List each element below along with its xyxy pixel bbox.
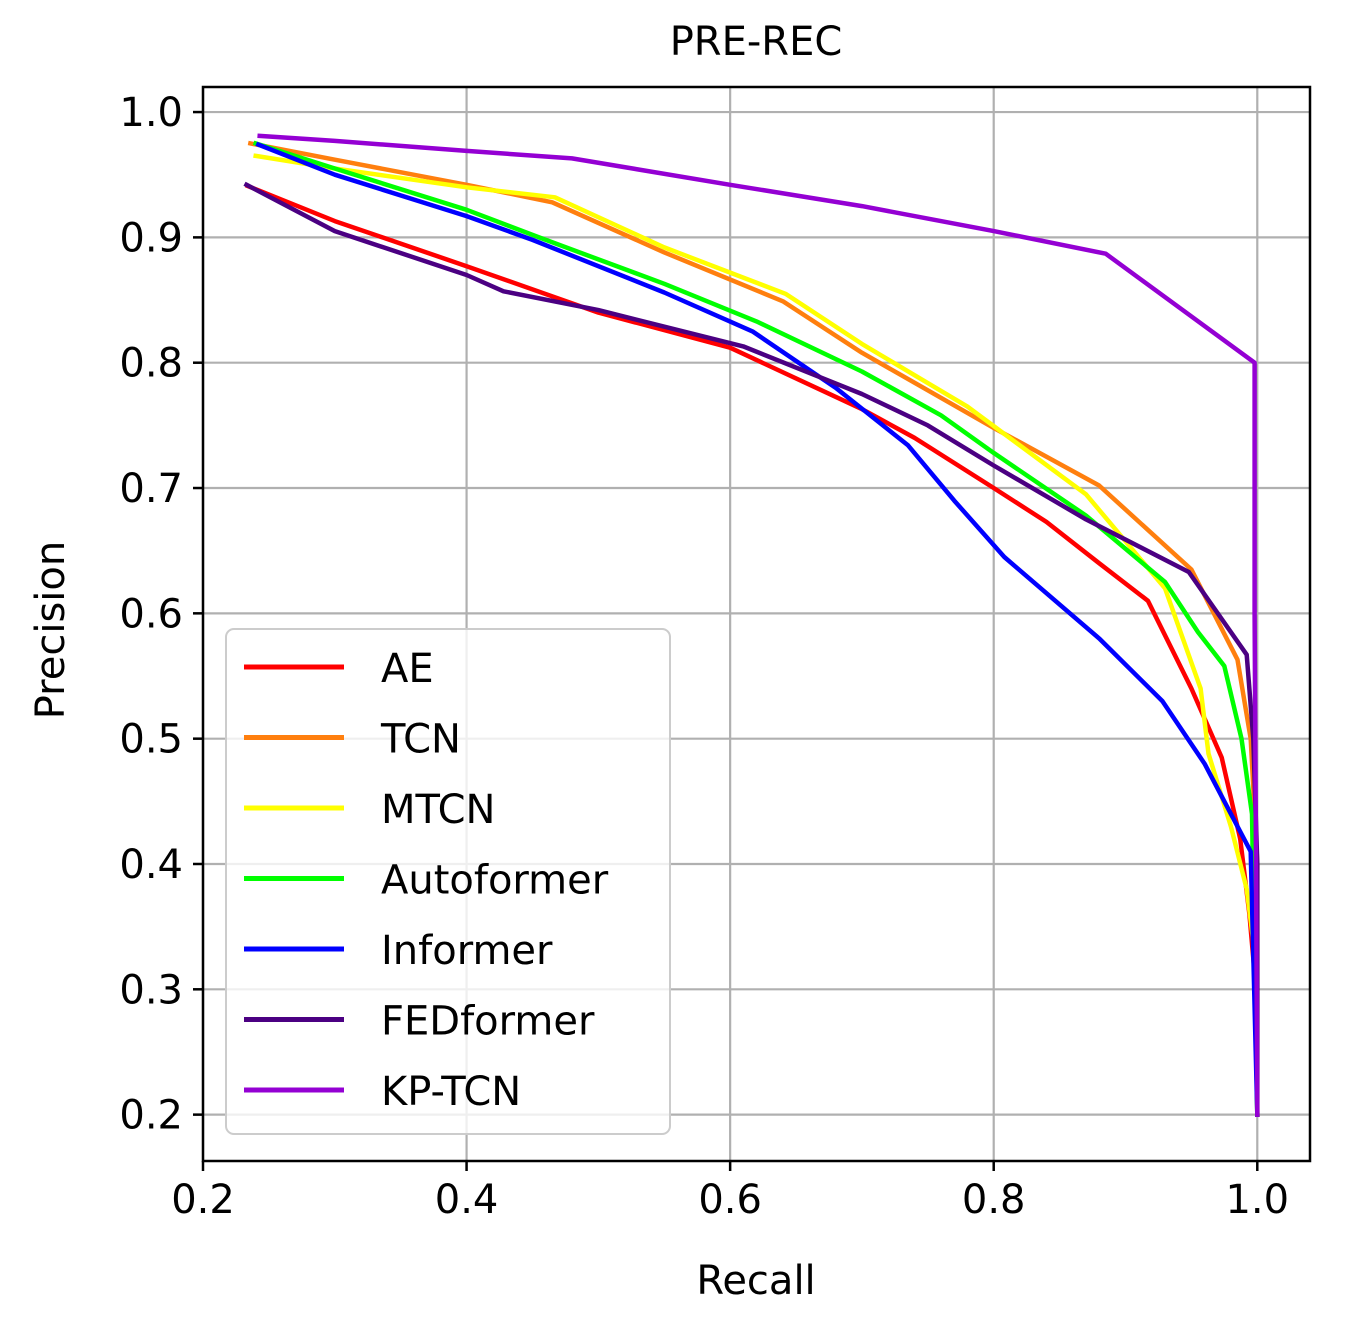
legend: AE TCN MTCN Autoformer Informer FEDformer KP-T… [225, 628, 671, 1135]
y-tick-label: 0.2 [119, 1093, 183, 1139]
legend-label-mtcn: MTCN [381, 787, 495, 833]
legend-label-informer: Informer [381, 928, 553, 974]
series-line-mtcn [253, 153, 1260, 1117]
y-axis-label: Precision [28, 541, 74, 719]
y-tick-label: 0.3 [119, 967, 183, 1013]
x-axis-label: Recall [696, 1258, 815, 1304]
x-tick-label: 0.2 [171, 1177, 235, 1223]
series-lines [243, 133, 1260, 1117]
chart-title: PRE-REC [670, 19, 843, 65]
plot-frame [201, 85, 1312, 1163]
legend-label-ae: AE [381, 646, 434, 692]
legend-box [225, 628, 671, 1135]
x-tick-label: 0.4 [435, 1177, 499, 1223]
y-tick-label: 0.4 [119, 842, 183, 888]
x-tick-label: 1.0 [1225, 1177, 1289, 1223]
legend-label-kp-tcn: KP-TCN [381, 1069, 521, 1115]
series-line-ae [244, 183, 1260, 1117]
series-line-fedformer [243, 181, 1260, 1117]
y-tick-label: 1.0 [119, 90, 183, 136]
legend-label-fedformer: FEDformer [381, 999, 595, 1045]
legend-label-autoformer: Autoformer [381, 858, 609, 904]
y-tick-label: 0.8 [119, 341, 183, 387]
series-line-kp-tcn [257, 133, 1260, 1117]
y-tick-label: 0.7 [119, 466, 183, 512]
series-line-autoformer [252, 140, 1260, 1117]
legend-label-tcn: TCN [380, 717, 461, 763]
y-tick-label: 0.9 [119, 215, 183, 261]
x-tick-label: 0.8 [962, 1177, 1026, 1223]
x-tick-label: 0.6 [698, 1177, 762, 1223]
y-tick-label: 0.5 [119, 717, 183, 763]
axis-ticks: 0.2 0.4 0.6 0.8 1.0 0.2 0.3 0.4 0.5 0.6 0.7 0.8 0.9 1… [119, 90, 1289, 1223]
y-tick-label: 0.6 [119, 591, 183, 637]
series-line-informer [255, 141, 1260, 1117]
